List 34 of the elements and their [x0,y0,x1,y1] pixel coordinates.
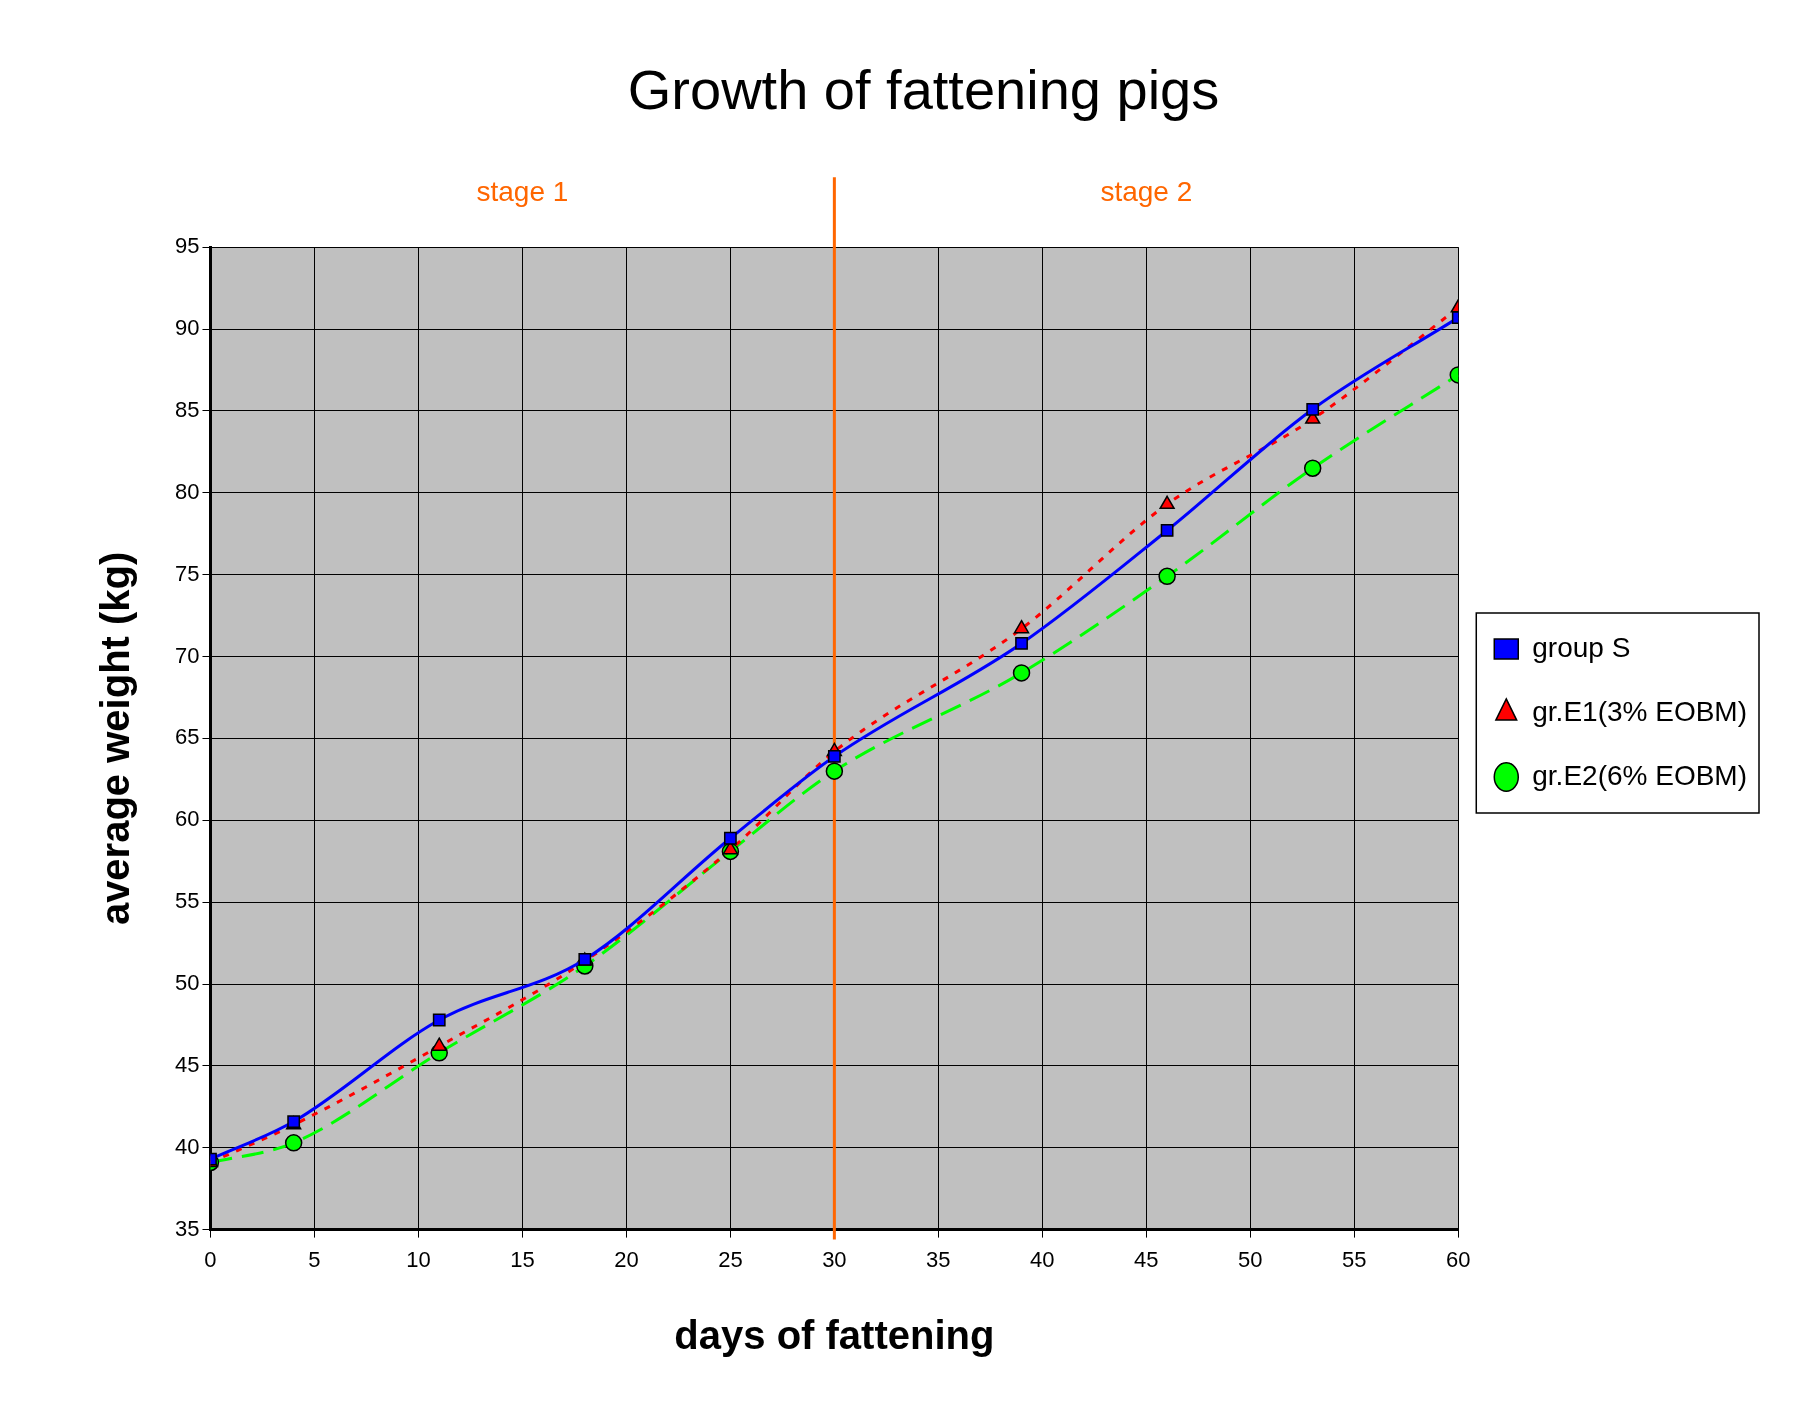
x-tick-label: 20 [614,1246,639,1272]
y-tick-label: 35 [174,1215,200,1241]
y-tick-label: 90 [174,315,200,341]
x-tick-label: 40 [1030,1246,1055,1272]
y-tick-label: 40 [174,1133,200,1159]
text: stage 1 [476,175,569,207]
x-tick-label: 55 [1342,1246,1367,1272]
x-tick-label: 45 [1134,1246,1159,1272]
legend-label: gr.E1(3% EOBM) [1532,695,1747,727]
y-tick-label: 95 [174,233,200,259]
x-tick-label: 10 [406,1246,431,1272]
x-tick-label: 25 [718,1246,743,1272]
y-tick-label: 50 [174,970,200,996]
legend-label: gr.E2(6% EOBM) [1532,759,1747,791]
y-tick-label: 70 [174,642,200,668]
x-tick-label: 15 [510,1246,535,1272]
y-tick-label: 45 [174,1051,200,1077]
y-tick-label: 80 [174,478,200,504]
x-tick-label: 35 [926,1246,951,1272]
y-tick-label: 65 [174,724,200,750]
x-tick-label: 5 [308,1246,321,1272]
x-tick-label: 30 [822,1246,847,1272]
chart-title: Growth of fattening pigs [627,58,1220,122]
x-tick-label: 60 [1446,1246,1471,1272]
y-tick-label: 60 [174,806,200,832]
y-tick-label: 85 [174,397,200,422]
y-tick-label: 55 [174,888,200,914]
x-tick-label: 50 [1238,1246,1263,1272]
legend-label: group S [1532,631,1631,663]
y-axis-title: average weight (kg) [93,551,138,926]
x-axis-title: days of fattening [674,1313,995,1358]
y-tick-label: 75 [174,560,200,586]
x-tick-label: 0 [204,1246,217,1272]
text: stage 2 [1100,175,1193,207]
